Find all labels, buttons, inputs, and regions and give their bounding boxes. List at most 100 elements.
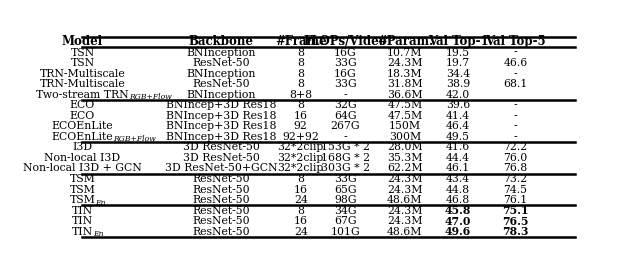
Text: 303G * 2: 303G * 2 — [321, 163, 370, 173]
Text: 78.3: 78.3 — [502, 226, 529, 237]
Text: ResNet-50: ResNet-50 — [193, 174, 250, 184]
Text: 34.4: 34.4 — [446, 69, 470, 79]
Text: 92+92: 92+92 — [282, 132, 319, 142]
Text: -: - — [514, 100, 517, 110]
Text: 32*2clip: 32*2clip — [278, 153, 324, 163]
Text: ECO: ECO — [70, 100, 95, 110]
Text: 32G: 32G — [334, 100, 356, 110]
Text: 24.3M: 24.3M — [387, 206, 422, 216]
Text: 62.2M: 62.2M — [387, 163, 422, 173]
Text: 68.1: 68.1 — [503, 79, 527, 89]
Text: 267G: 267G — [330, 121, 360, 131]
Text: TSM: TSM — [70, 195, 95, 205]
Text: 153G * 2: 153G * 2 — [321, 142, 370, 152]
Text: Model: Model — [62, 36, 103, 49]
Text: 19.7: 19.7 — [446, 58, 470, 68]
Text: 18.3M: 18.3M — [387, 69, 422, 79]
Text: 16: 16 — [294, 111, 308, 121]
Text: 75.1: 75.1 — [502, 205, 529, 216]
Text: 46.4: 46.4 — [446, 121, 470, 131]
Text: 16: 16 — [294, 185, 308, 195]
Text: Non-local I3D + GCN: Non-local I3D + GCN — [23, 163, 142, 173]
Text: 43.4: 43.4 — [446, 174, 470, 184]
Text: 3D ResNet-50+GCN: 3D ResNet-50+GCN — [165, 163, 278, 173]
Text: 67G: 67G — [334, 216, 356, 226]
Text: ResNet-50: ResNet-50 — [193, 227, 250, 237]
Text: 76.1: 76.1 — [504, 195, 527, 205]
Text: -: - — [514, 132, 517, 142]
Text: I3D: I3D — [72, 142, 93, 152]
Text: 39.6: 39.6 — [446, 100, 470, 110]
Text: BNIncep+3D Res18: BNIncep+3D Res18 — [166, 111, 276, 121]
Text: 45.8: 45.8 — [445, 205, 471, 216]
Text: 47.5M: 47.5M — [387, 111, 422, 121]
Text: 92: 92 — [294, 121, 308, 131]
Text: 3D ResNet-50: 3D ResNet-50 — [183, 142, 260, 152]
Text: 98G: 98G — [334, 195, 356, 205]
Text: 16G: 16G — [334, 47, 356, 57]
Text: ResNet-50: ResNet-50 — [193, 79, 250, 89]
Text: 19.5: 19.5 — [446, 47, 470, 57]
Text: 73.2: 73.2 — [504, 174, 527, 184]
Text: 24.3M: 24.3M — [387, 185, 422, 195]
Text: 32*2clip: 32*2clip — [278, 142, 324, 152]
Text: 10.7M: 10.7M — [387, 47, 422, 57]
Text: RGB+Flow: RGB+Flow — [113, 135, 156, 143]
Text: 44.4: 44.4 — [446, 153, 470, 163]
Text: ECOEnLite: ECOEnLite — [52, 132, 113, 142]
Text: 76.0: 76.0 — [504, 153, 527, 163]
Text: 74.5: 74.5 — [504, 185, 527, 195]
Text: -: - — [344, 90, 347, 100]
Text: En: En — [95, 199, 106, 207]
Text: 33G: 33G — [334, 79, 356, 89]
Text: RGB+Flow: RGB+Flow — [129, 93, 172, 101]
Text: 24: 24 — [294, 227, 308, 237]
Text: 46.1: 46.1 — [446, 163, 470, 173]
Text: Backbone: Backbone — [189, 36, 254, 49]
Text: #Frame: #Frame — [275, 36, 326, 49]
Text: -: - — [344, 132, 347, 142]
Text: 41.4: 41.4 — [446, 111, 470, 121]
Text: BNInception: BNInception — [187, 69, 256, 79]
Text: ECO: ECO — [70, 111, 95, 121]
Text: 8: 8 — [297, 79, 304, 89]
Text: 35.3M: 35.3M — [387, 153, 422, 163]
Text: 24.3M: 24.3M — [387, 58, 422, 68]
Text: 44.8: 44.8 — [446, 185, 470, 195]
Text: TIN: TIN — [72, 227, 93, 237]
Text: BNIncep+3D Res18: BNIncep+3D Res18 — [166, 132, 276, 142]
Text: 31.8M: 31.8M — [387, 79, 422, 89]
Text: TRN-Multiscale: TRN-Multiscale — [40, 79, 125, 89]
Text: ResNet-50: ResNet-50 — [193, 58, 250, 68]
Text: 64G: 64G — [334, 111, 356, 121]
Text: -: - — [514, 47, 517, 57]
Text: Two-stream TRN: Two-stream TRN — [36, 90, 129, 100]
Text: 8: 8 — [297, 47, 304, 57]
Text: 24.3M: 24.3M — [387, 174, 422, 184]
Text: ResNet-50: ResNet-50 — [193, 206, 250, 216]
Text: 36.6M: 36.6M — [387, 90, 422, 100]
Text: TSN: TSN — [70, 47, 95, 57]
Text: BNIncep+3D Res18: BNIncep+3D Res18 — [166, 121, 276, 131]
Text: 168G * 2: 168G * 2 — [321, 153, 370, 163]
Text: 46.8: 46.8 — [446, 195, 470, 205]
Text: Non-local I3D: Non-local I3D — [44, 153, 120, 163]
Text: 76.5: 76.5 — [502, 216, 529, 227]
Text: 46.6: 46.6 — [504, 58, 527, 68]
Text: 47.5M: 47.5M — [387, 100, 422, 110]
Text: 8: 8 — [297, 174, 304, 184]
Text: 32*2clip: 32*2clip — [278, 163, 324, 173]
Text: 150M: 150M — [389, 121, 421, 131]
Text: TIN: TIN — [72, 206, 93, 216]
Text: 48.6M: 48.6M — [387, 227, 422, 237]
Text: 42.0: 42.0 — [446, 90, 470, 100]
Text: TRN-Multiscale: TRN-Multiscale — [40, 69, 125, 79]
Text: 16G: 16G — [334, 69, 356, 79]
Text: 101G: 101G — [330, 227, 360, 237]
Text: 28.0M: 28.0M — [387, 142, 422, 152]
Text: BNInception: BNInception — [187, 90, 256, 100]
Text: TIN: TIN — [72, 216, 93, 226]
Text: 24: 24 — [294, 195, 308, 205]
Text: -: - — [514, 121, 517, 131]
Text: BNIncep+3D Res18: BNIncep+3D Res18 — [166, 100, 276, 110]
